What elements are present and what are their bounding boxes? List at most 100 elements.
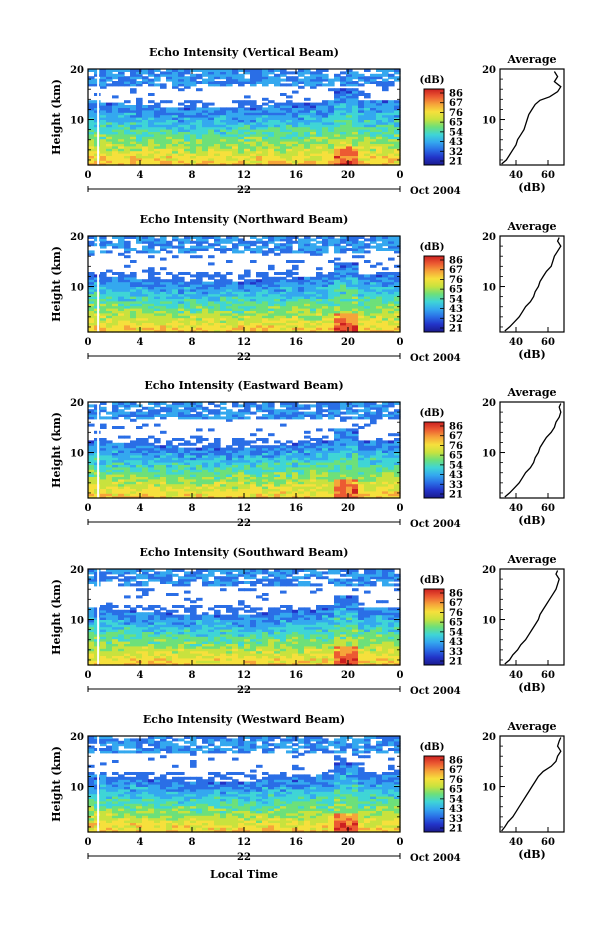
heatmap-cell — [388, 131, 395, 135]
heatmap-cell — [340, 305, 347, 309]
heatmap-cell — [202, 409, 209, 413]
heatmap-cell — [100, 312, 107, 316]
heatmap-cell — [232, 153, 239, 156]
heatmap-cell — [196, 404, 203, 408]
colorbar-tick-label: 86 — [449, 89, 463, 100]
heatmap-cell — [226, 107, 233, 111]
heatmap-cell — [352, 305, 359, 309]
heatmap-cell — [124, 141, 131, 144]
heatmap-cell — [106, 69, 113, 72]
heatmap-cell — [268, 493, 275, 497]
heatmap-cell — [166, 109, 173, 113]
heatmap-cell — [370, 486, 377, 489]
heatmap-cell — [142, 281, 149, 285]
heatmap-cell — [202, 288, 209, 292]
heatmap-cell — [370, 281, 377, 285]
heatmap-cell — [88, 481, 95, 485]
heatmap-cell — [208, 490, 215, 494]
heatmap-cell — [382, 281, 389, 285]
heatmap-cell — [376, 105, 383, 108]
heatmap-cell — [364, 481, 371, 485]
heatmap-cell — [184, 141, 191, 144]
heatmap-cell — [394, 155, 401, 159]
heatmap-cell — [112, 317, 119, 321]
heatmap-cell — [316, 490, 323, 494]
heatmap-cell — [370, 136, 377, 140]
heatmap-cell — [118, 452, 125, 456]
heatmap-cell — [376, 109, 383, 113]
heatmap-cell — [154, 286, 161, 290]
heatmap-cell — [184, 409, 191, 413]
heatmap-cell — [364, 452, 371, 456]
heatmap-cell — [124, 153, 131, 156]
heatmap-cell — [340, 76, 347, 80]
heatmap-cell — [226, 310, 233, 314]
heatmap-cell — [262, 274, 269, 278]
heatmap-cell — [190, 162, 197, 166]
heatmap-cell — [250, 136, 257, 140]
heatmap-cell — [178, 402, 185, 405]
heatmap-cell — [178, 454, 185, 458]
heatmap-cell — [214, 284, 221, 287]
heatmap-cell — [160, 298, 167, 302]
heatmap-cell — [322, 105, 329, 108]
heatmap-cell — [106, 478, 113, 482]
heatmap-cell — [148, 150, 155, 154]
heatmap-cell — [358, 281, 365, 285]
heatmap-cell — [244, 126, 251, 130]
heatmap-cell — [190, 305, 197, 309]
month-label: Oct 2004 — [410, 353, 461, 364]
heatmap-cell — [394, 126, 401, 130]
heatmap-cell — [262, 141, 269, 144]
heatmap-cell — [208, 300, 215, 304]
heatmap-cell — [376, 136, 383, 140]
heatmap-cell — [316, 305, 323, 309]
heatmap-cell — [376, 238, 383, 242]
heatmap-cell — [178, 322, 185, 326]
heatmap-cell — [184, 100, 191, 104]
heatmap-cell — [124, 317, 131, 321]
heatmap-cell — [142, 157, 149, 161]
heatmap-cell — [394, 133, 401, 137]
heatmap-cell — [268, 457, 275, 461]
heatmap-cell — [280, 236, 287, 239]
heatmap-cell — [286, 284, 293, 287]
heatmap-cell — [358, 105, 365, 108]
heatmap-cell — [262, 73, 269, 77]
heatmap-cell — [100, 281, 107, 285]
heatmap-cell — [214, 150, 221, 154]
heatmap-cell — [142, 240, 149, 244]
heatmap-cell — [142, 284, 149, 287]
heatmap-cell — [376, 476, 383, 480]
heatmap-cell — [340, 126, 347, 130]
panel-1: Echo Intensity (Northward Beam)0 4 8 12 16 20… — [50, 213, 565, 364]
heatmap-cell — [112, 107, 119, 111]
heatmap-cell — [244, 411, 251, 415]
date-label: 22 — [237, 185, 251, 196]
heatmap-cell — [172, 488, 179, 492]
heatmap-cell — [274, 157, 281, 161]
heatmap-cell — [268, 267, 275, 271]
heatmap-cell — [328, 404, 335, 408]
heatmap-cell — [112, 457, 119, 461]
heatmap-cell — [118, 276, 125, 280]
heatmap-cell — [322, 454, 329, 458]
heatmap-cell — [178, 320, 185, 323]
heatmap-cell — [376, 153, 383, 156]
heatmap-cell — [310, 112, 317, 116]
heatmap-cell — [346, 457, 353, 461]
heatmap-cell — [328, 109, 335, 113]
heatmap-cell — [100, 109, 107, 113]
heatmap-cell — [358, 462, 365, 465]
heatmap-cell — [148, 459, 155, 463]
heatmap-cell — [124, 414, 131, 417]
heatmap-cell — [256, 322, 263, 326]
heatmap-cell — [172, 238, 179, 242]
heatmap-cell — [238, 240, 245, 244]
heatmap-cell — [364, 245, 371, 249]
heatmap-cell — [190, 312, 197, 316]
heatmap-cell — [124, 69, 131, 72]
heatmap-cell — [316, 78, 323, 82]
heatmap-cell — [352, 133, 359, 137]
heatmap-cell — [262, 279, 269, 283]
